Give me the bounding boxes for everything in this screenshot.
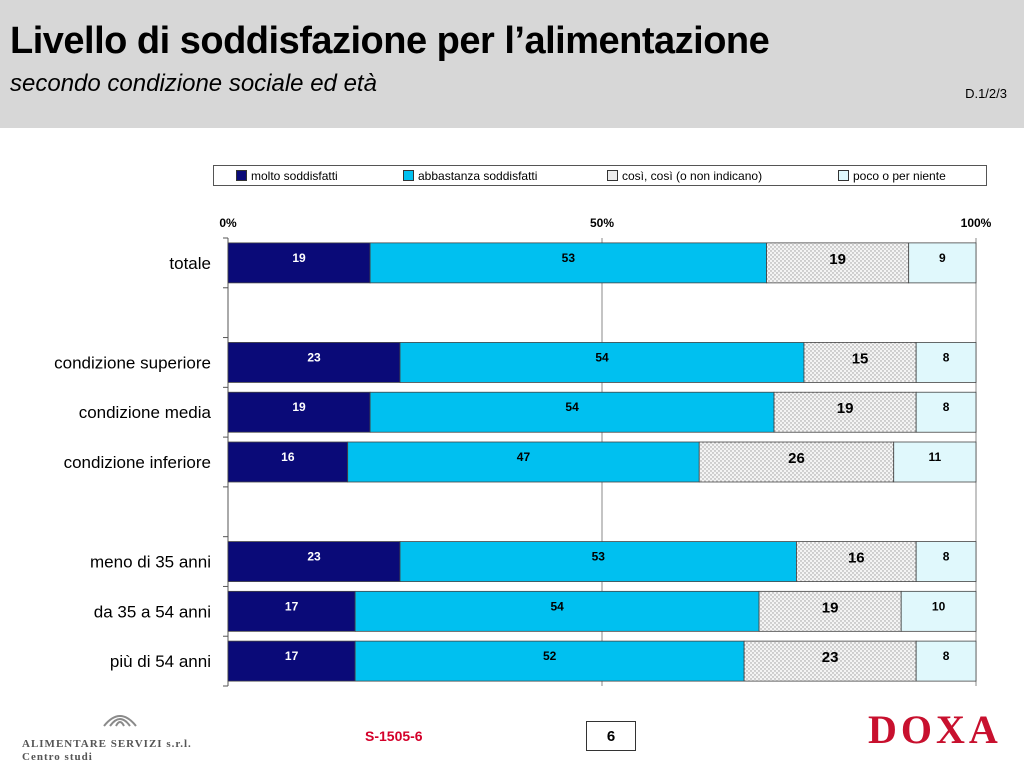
bar-segment-cosi: [698, 441, 895, 483]
data-label-molto: 23: [307, 350, 321, 364]
bar-segment-molto: [227, 242, 371, 284]
bar-segment-poco: [908, 242, 977, 284]
bar-segment-molto: [227, 590, 356, 632]
category-label: condizione superiore: [54, 353, 211, 372]
page-number: 6: [586, 721, 636, 751]
bar-segment-cosi: [766, 242, 910, 284]
legend-label-abbastanza: abbastanza soddisfatti: [418, 169, 538, 183]
page-subtitle: secondo condizione sociale ed età: [10, 70, 377, 97]
data-label-molto: 17: [285, 649, 299, 663]
data-label-abbastanza: 47: [517, 450, 531, 464]
bar-segment-poco: [915, 541, 977, 582]
legend-swatch-molto: [236, 170, 247, 181]
data-label-molto: 19: [292, 400, 306, 414]
legend-item-cosi: così, così (o non indicano): [607, 169, 762, 183]
bar-segment-poco: [900, 590, 977, 632]
legend-swatch-cosi: [607, 170, 618, 181]
bar-segment-abbastanza: [369, 242, 767, 284]
category-label: condizione inferiore: [64, 453, 211, 472]
bar-segment-abbastanza: [354, 590, 760, 632]
bar-segment-cosi: [773, 391, 917, 433]
data-label-poco: 8: [943, 550, 950, 564]
data-label-abbastanza: 54: [565, 400, 579, 414]
legend-label-cosi: così, così (o non indicano): [622, 169, 763, 183]
data-label-cosi: 23: [822, 649, 839, 666]
category-label: da 35 a 54 anni: [94, 602, 211, 621]
data-label-cosi: 16: [848, 550, 865, 567]
data-label-poco: 9: [939, 251, 946, 265]
bar-segment-cosi: [758, 590, 902, 632]
data-label-cosi: 19: [837, 400, 854, 417]
data-label-abbastanza: 53: [592, 550, 606, 564]
bar-segment-molto: [227, 391, 371, 433]
company-line-2: Centro studi: [22, 751, 93, 763]
x-tick-label: 0%: [219, 216, 237, 230]
doxa-logo: DOXA: [868, 707, 1002, 752]
data-label-abbastanza: 52: [543, 649, 557, 663]
bar-segment-poco: [893, 441, 977, 483]
legend-item-poco: poco o per niente: [838, 169, 946, 183]
legend-label-poco: poco o per niente: [853, 169, 946, 183]
data-label-molto: 17: [285, 599, 299, 613]
category-label: totale: [169, 254, 211, 273]
bar-segment-abbastanza: [399, 342, 805, 383]
bar-segment-poco: [915, 342, 977, 383]
company-line-1: ALIMENTARE SERVIZI s.r.l.: [22, 738, 192, 750]
legend-swatch-abbastanza: [403, 170, 414, 181]
data-label-poco: 8: [943, 400, 950, 414]
legend-swatch-poco: [838, 170, 849, 181]
bar-segment-molto: [227, 541, 401, 582]
data-label-cosi: 15: [852, 350, 869, 367]
data-label-molto: 23: [307, 550, 321, 564]
category-label: meno di 35 anni: [90, 553, 211, 572]
chart-legend: molto soddisfatti abbastanza soddisfatti…: [213, 165, 987, 186]
x-tick-label: 50%: [590, 216, 614, 230]
legend-item-abbastanza: abbastanza soddisfatti: [403, 169, 537, 183]
data-label-poco: 8: [943, 649, 950, 663]
footer-band: [0, 695, 1024, 768]
header-band: Livello di soddisfazione per l’alimentaz…: [0, 0, 1024, 128]
data-label-cosi: 26: [788, 450, 805, 467]
x-tick-label: 100%: [961, 216, 992, 230]
bar-segment-poco: [915, 391, 977, 433]
bar-segment-abbastanza: [354, 640, 745, 682]
bar-segment-molto: [227, 441, 349, 483]
category-label: più di 54 anni: [110, 652, 211, 671]
data-label-poco: 11: [929, 450, 942, 464]
company-name: ALIMENTARE SERVIZI s.r.l. Centro studi: [22, 738, 192, 764]
data-label-cosi: 19: [829, 251, 846, 268]
data-label-abbastanza: 54: [595, 350, 609, 364]
data-label-molto: 16: [281, 450, 295, 464]
company-emblem-icon: [103, 715, 137, 727]
slide-code: D.1/2/3: [965, 86, 1007, 101]
data-label-abbastanza: 54: [550, 599, 564, 613]
bar-segment-abbastanza: [399, 541, 797, 582]
data-label-molto: 19: [292, 251, 306, 265]
bar-segment-cosi: [743, 640, 917, 682]
page-title: Livello di soddisfazione per l’alimentaz…: [10, 20, 770, 62]
bar-segment-cosi: [803, 342, 917, 383]
bar-segment-molto: [227, 342, 401, 383]
reference-code: S-1505-6: [365, 728, 423, 744]
data-label-abbastanza: 53: [562, 251, 576, 265]
bar-segment-poco: [915, 640, 977, 682]
legend-item-molto: molto soddisfatti: [236, 169, 338, 183]
data-label-poco: 10: [932, 599, 946, 613]
category-label: condizione media: [79, 403, 212, 422]
data-label-cosi: 19: [822, 599, 839, 616]
stacked-bar-chart: 0% 50% 100% totale 19 53 19 9 condizione superio…: [54, 216, 992, 687]
data-label-poco: 8: [943, 350, 950, 364]
legend-label-molto: molto soddisfatti: [251, 169, 338, 183]
bar-segment-abbastanza: [347, 441, 700, 483]
